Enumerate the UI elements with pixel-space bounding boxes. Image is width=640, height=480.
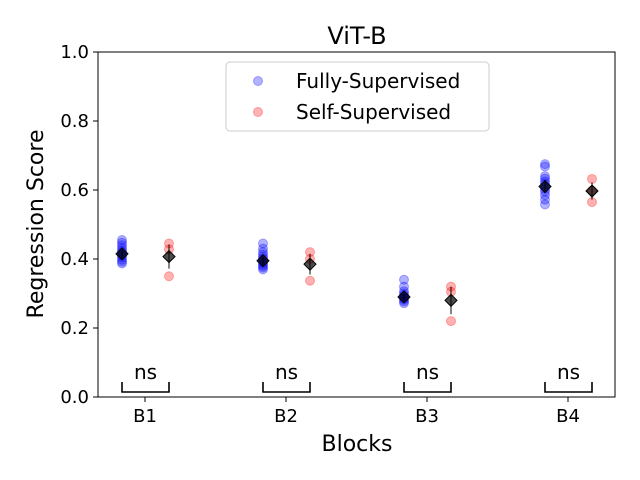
mean-marker-fully-supervised-b2 <box>256 254 270 268</box>
legend-label-self-supervised: Self-Supervised <box>296 100 451 124</box>
legend-label-fully-supervised: Fully-Supervised <box>296 69 460 93</box>
significance-label-b4: ns <box>557 360 580 384</box>
x-tick-label-b2: B2 <box>274 406 298 427</box>
significance-bracket-b1 <box>121 382 170 393</box>
significance-bracket-b4 <box>544 382 593 393</box>
point-fully-supervised-b2-10 <box>258 243 268 254</box>
legend: Fully-Supervised Self-Supervised <box>225 61 490 132</box>
mean-marker-self-supervised-b3 <box>444 293 458 308</box>
mean-marker-fully-supervised-b4 <box>538 179 552 194</box>
y-axis-label: Regression Score <box>24 130 49 319</box>
significance-label-b1: ns <box>134 360 157 384</box>
y-tick-label-1: 0.2 <box>60 318 89 339</box>
significance-label-b3: ns <box>416 360 439 384</box>
point-fully-supervised-b4-9 <box>540 171 550 182</box>
legend-marker-fully-supervised <box>253 76 263 86</box>
point-fully-supervised-b4-1 <box>540 194 550 205</box>
mean-marker-fully-supervised-b3 <box>397 290 411 304</box>
point-fully-supervised-b3-9 <box>399 274 409 285</box>
mean-marker-self-supervised-b2 <box>303 257 317 271</box>
legend-frame <box>225 61 490 132</box>
legend-marker-self-supervised <box>253 107 263 117</box>
point-self-supervised-b3-0 <box>446 316 456 327</box>
x-tick-label-b4: B4 <box>556 406 580 427</box>
y-tick-label-4: 0.8 <box>60 111 89 132</box>
mean-marker-self-supervised-b1 <box>162 249 176 264</box>
y-tick-label-0: 0.0 <box>60 387 89 408</box>
point-self-supervised-b4-2 <box>587 173 597 184</box>
x-tick-label-b3: B3 <box>415 406 439 427</box>
x-tick-label-b1: B1 <box>133 406 157 427</box>
y-tick-label-5: 1.0 <box>60 42 89 63</box>
plot-frame <box>97 51 616 398</box>
point-fully-supervised-b2-11 <box>258 238 268 249</box>
significance-bracket-b3 <box>403 382 452 393</box>
significance-label-b2: ns <box>275 360 298 384</box>
y-tick-label-3: 0.6 <box>60 180 89 201</box>
point-fully-supervised-b1-11 <box>117 235 127 246</box>
significance-bracket-b2 <box>262 382 311 393</box>
point-self-supervised-b1-0 <box>164 271 174 282</box>
x-axis-label: Blocks <box>322 432 393 457</box>
point-fully-supervised-b4-0 <box>540 199 550 210</box>
mean-marker-fully-supervised-b1 <box>115 247 129 261</box>
chart-title: ViT-B <box>327 22 386 50</box>
point-self-supervised-b2-0 <box>305 275 315 286</box>
y-tick-label-2: 0.4 <box>60 249 89 270</box>
point-fully-supervised-b4-10 <box>540 161 550 172</box>
mean-marker-self-supervised-b4 <box>585 184 599 198</box>
point-fully-supervised-b4-11 <box>540 159 550 170</box>
